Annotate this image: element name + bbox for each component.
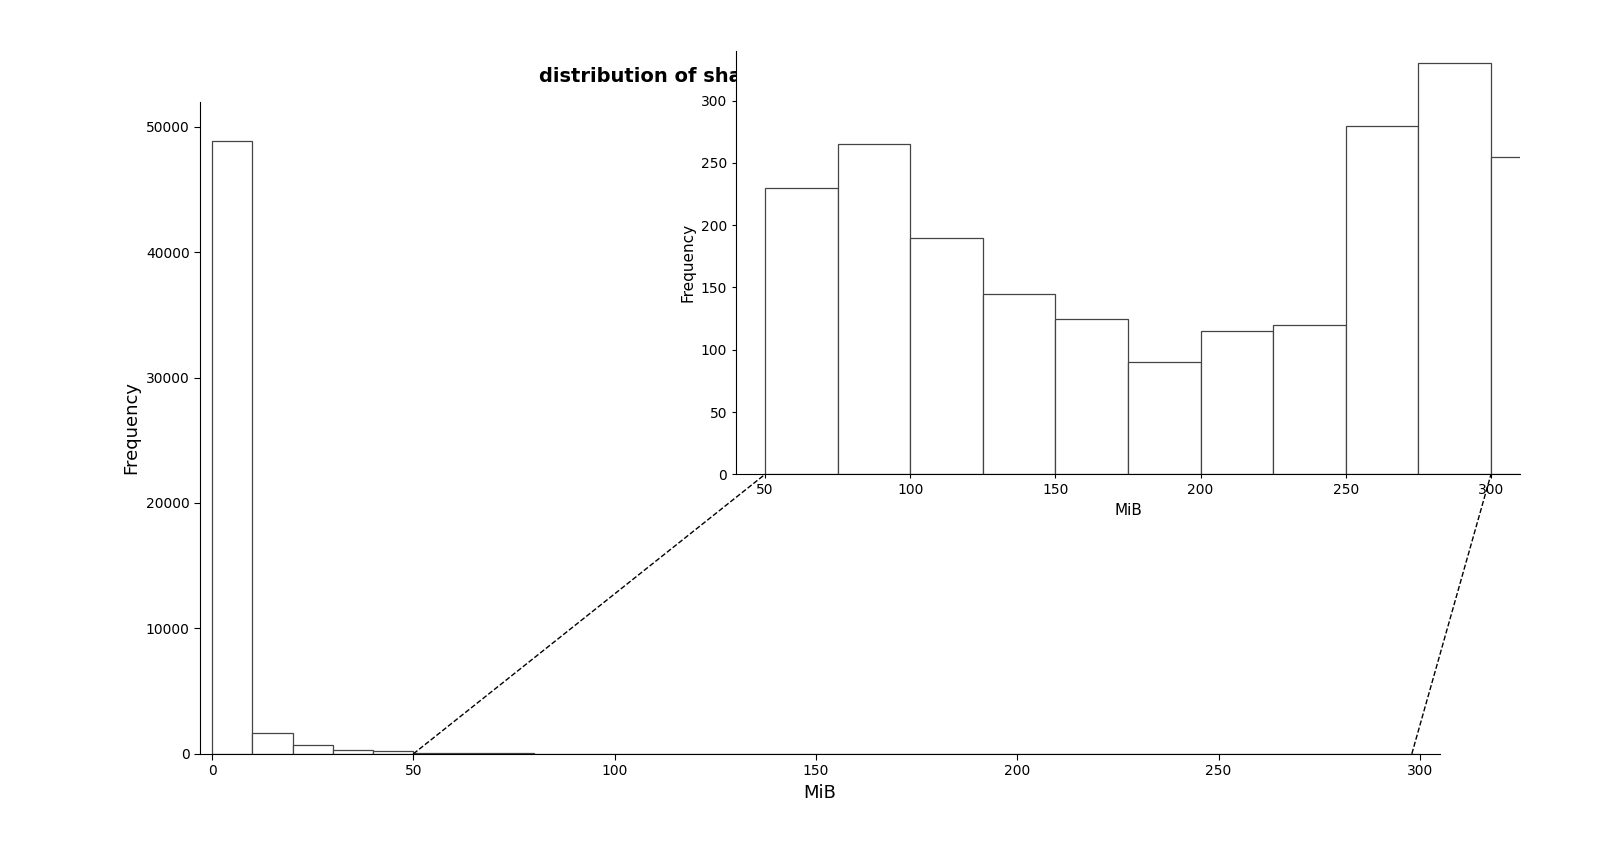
Bar — [213, 141, 253, 754]
Bar — [253, 733, 293, 754]
Bar — [1200, 331, 1274, 474]
Bar — [1274, 325, 1346, 474]
Bar — [373, 751, 413, 754]
Bar — [333, 750, 373, 754]
Bar — [838, 144, 910, 474]
X-axis label: MiB: MiB — [803, 783, 837, 802]
Y-axis label: Frequency: Frequency — [122, 381, 141, 474]
Bar — [910, 238, 982, 474]
Bar — [1418, 64, 1491, 474]
Bar — [1128, 363, 1200, 474]
Bar — [1491, 157, 1563, 474]
Bar — [413, 753, 454, 754]
Y-axis label: Frequency: Frequency — [680, 223, 694, 302]
Bar — [1056, 318, 1128, 474]
Bar — [1346, 125, 1418, 474]
Bar — [293, 745, 333, 754]
X-axis label: MiB: MiB — [1114, 503, 1142, 518]
Bar — [982, 294, 1056, 474]
Bar — [765, 188, 838, 474]
Title: distribution of shard sizes of 54196 random shards: distribution of shard sizes of 54196 ran… — [539, 67, 1101, 86]
